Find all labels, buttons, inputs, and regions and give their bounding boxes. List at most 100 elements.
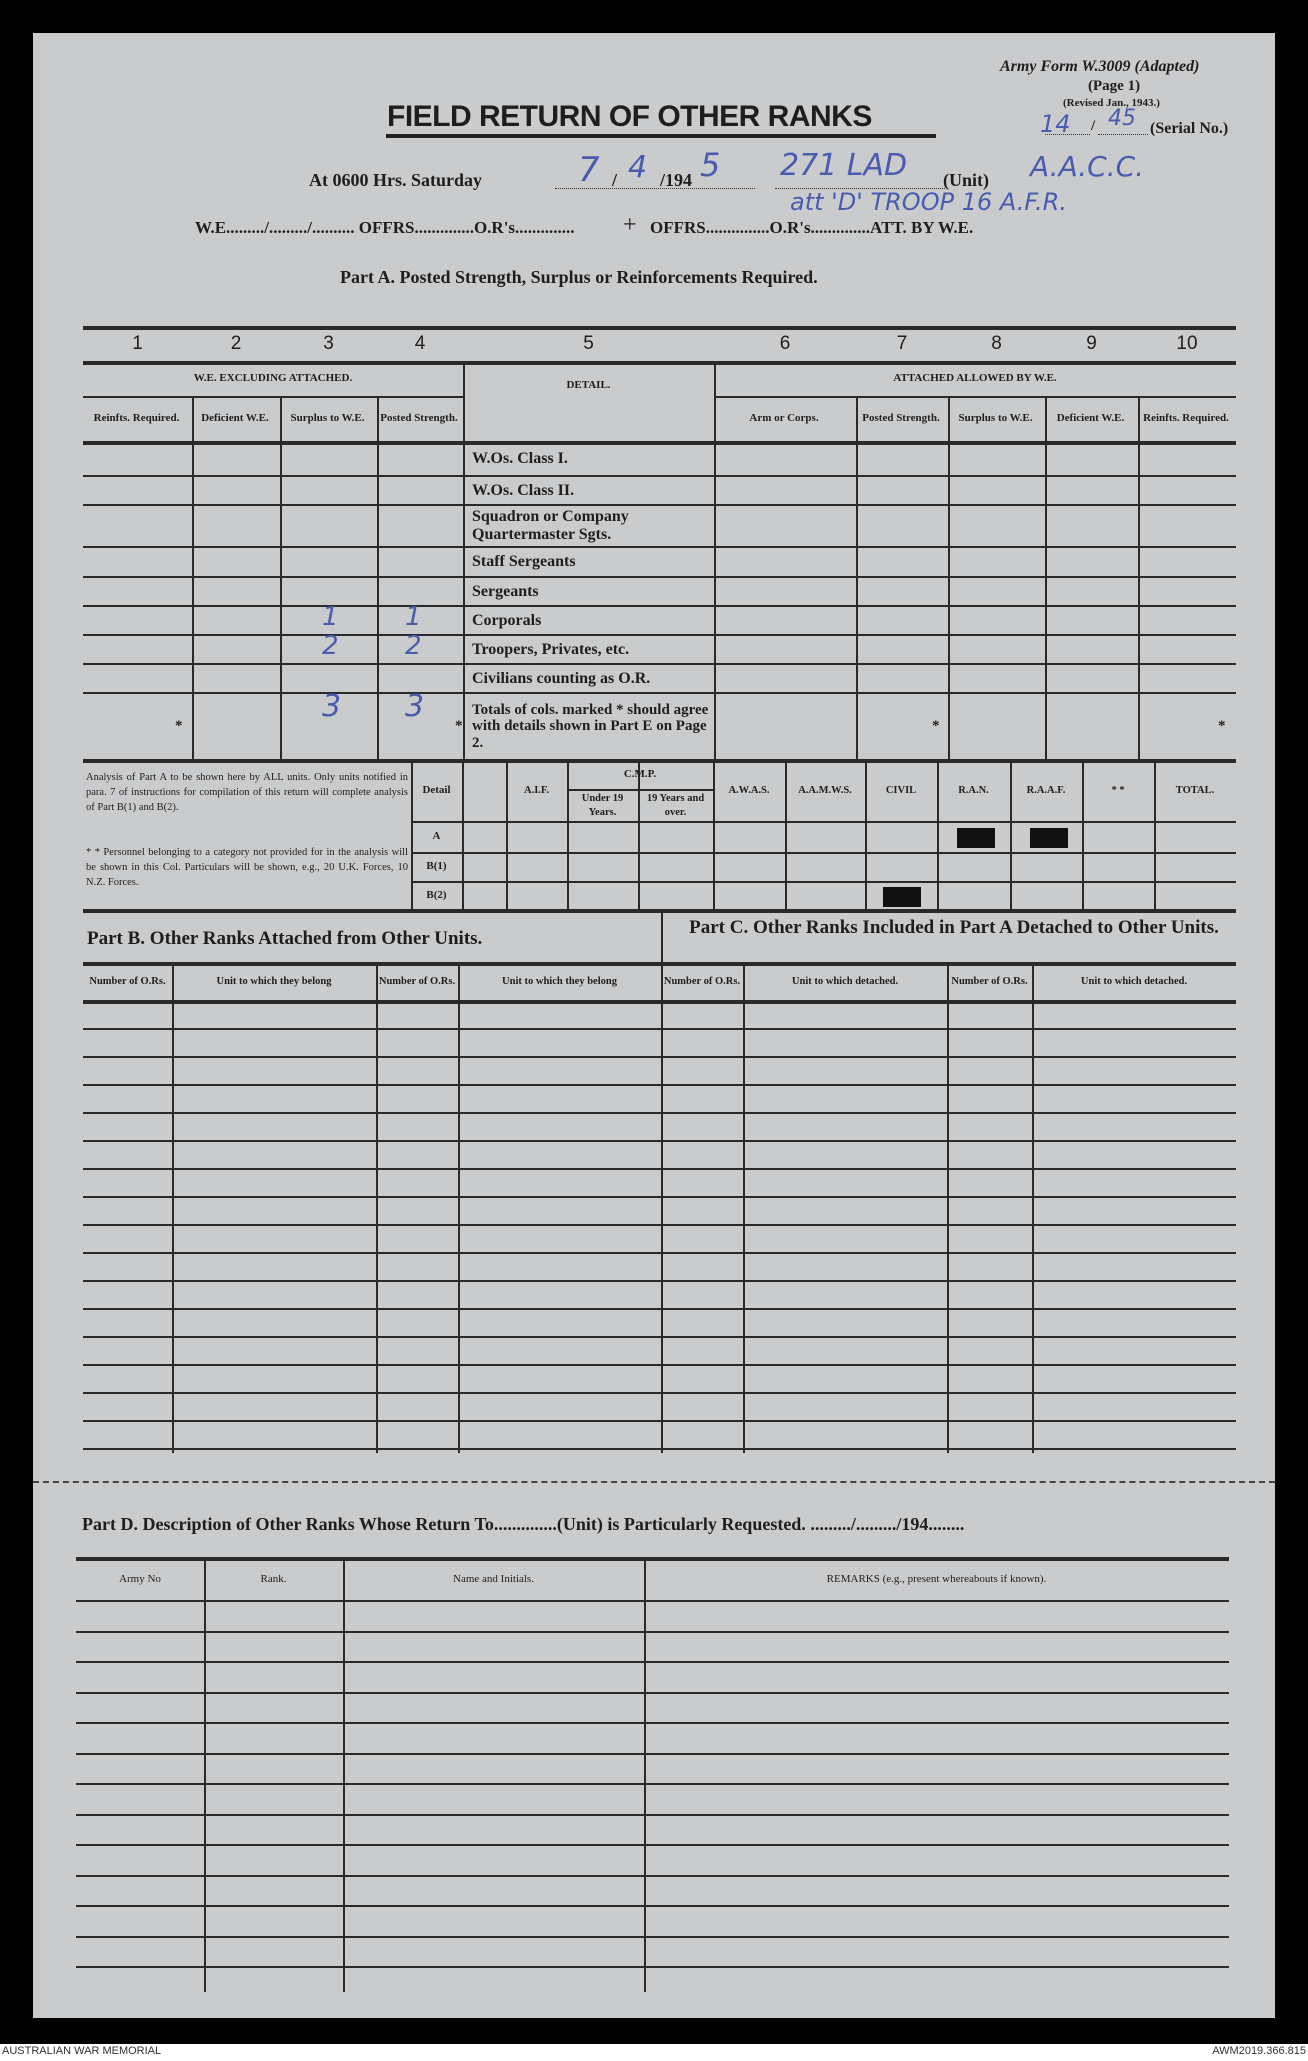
- rule: [76, 1661, 1229, 1663]
- surplus-value: 2: [322, 631, 339, 661]
- rule: [76, 1630, 1229, 1633]
- posted-value: 1: [405, 602, 422, 632]
- detail-label: Detail: [422, 783, 451, 796]
- analysis-column-header: A.A.M.W.S.: [798, 784, 852, 796]
- detail-text: Squadron or Company Quartermaster Sgts.: [472, 508, 629, 543]
- unit-value: 271 LAD: [780, 148, 908, 183]
- rule: [76, 1783, 1229, 1785]
- asterisk-marker: *: [455, 718, 463, 734]
- redaction: [1030, 828, 1068, 848]
- rule: [76, 1966, 1229, 1968]
- rule: [83, 546, 1236, 548]
- rule: [83, 1252, 1236, 1254]
- rule: [83, 1364, 1236, 1366]
- rule: [947, 964, 949, 1453]
- column-number: 5: [583, 333, 594, 355]
- at-label: At 0600 Hrs. Saturday: [309, 170, 483, 190]
- footer: AUSTRALIAN WAR MEMORIAL AWM2019.366.815: [0, 2044, 1308, 2061]
- page-title: FIELD RETURN OF OTHER RANKS: [387, 100, 872, 133]
- year-suffix: 5: [700, 146, 721, 184]
- rule: [411, 821, 1236, 823]
- column-header: Surplus to W.E.: [290, 411, 365, 424]
- detail-row-label: W.Os. Class II.: [472, 476, 710, 505]
- detail-text: Troopers, Privates, etc.: [472, 640, 630, 658]
- analysis-row-label: A: [432, 829, 441, 842]
- page-number: (Page 1): [1088, 78, 1141, 94]
- detail-row-label: Totals of cols. marked * should agree wi…: [472, 693, 710, 760]
- part-b-title: Part B. Other Ranks Attached from Other …: [87, 928, 483, 949]
- analysis-column-header: CIVIL: [885, 784, 917, 796]
- surplus-value: 3: [322, 689, 342, 724]
- part-c-column-header: Unit to which detached.: [1080, 976, 1188, 988]
- rule: [856, 396, 858, 760]
- detail-row-label: Sergeants: [472, 577, 710, 606]
- rule: [83, 576, 1236, 578]
- detail-row-label: Squadron or Company Quartermaster Sgts.: [472, 505, 710, 547]
- rule: [343, 1559, 345, 1992]
- detail-text: W.Os. Class II.: [472, 481, 575, 499]
- detail-text: Corporals: [472, 611, 542, 629]
- part-d-column-header: Army No: [119, 1572, 161, 1585]
- rule: [713, 760, 715, 910]
- asterisk-marker: *: [1218, 718, 1226, 734]
- rule: [83, 1056, 1236, 1058]
- we-line: W.E........./........./.......... OFFRS.…: [195, 218, 575, 237]
- rule: [83, 1336, 1236, 1338]
- rule: [76, 1600, 1229, 1602]
- rule: [567, 789, 713, 791]
- analysis-column-header: R.A.N.: [958, 784, 989, 796]
- analysis-column-header: A.W.A.S.: [728, 784, 770, 796]
- rule: [83, 1420, 1236, 1422]
- date-month: 4: [628, 150, 648, 185]
- asterisk-marker: *: [175, 718, 183, 734]
- analysis-row-label: B(1): [426, 859, 447, 872]
- rule: [1154, 760, 1156, 910]
- rule: [83, 1084, 1236, 1086]
- rule: [506, 760, 508, 910]
- unit-label: (Unit): [943, 170, 989, 190]
- detail-header: DETAIL.: [566, 379, 611, 392]
- rule: [280, 396, 282, 760]
- rule: [204, 1559, 206, 1992]
- column-number: 1: [132, 333, 143, 355]
- rule: [83, 1392, 1236, 1394]
- column-header: Arm or Corps.: [749, 411, 819, 424]
- column-number: 3: [323, 333, 334, 355]
- column-header: Reinfts. Required.: [1143, 411, 1229, 424]
- rule: [411, 881, 1236, 883]
- rule: [83, 605, 1236, 607]
- date-day: 7: [578, 150, 600, 190]
- part-b-column-header: Number of O.Rs.: [89, 976, 166, 988]
- rule: [865, 760, 867, 910]
- part-c-column-header: Unit to which detached.: [791, 976, 899, 988]
- rule: [83, 1112, 1236, 1114]
- serial-value-1: 14: [1040, 110, 1071, 138]
- rule: [743, 964, 745, 1453]
- part-b-column-header: Number of O.Rs.: [378, 976, 456, 988]
- detail-text: W.Os. Class I.: [472, 450, 568, 468]
- posted-value: 3: [405, 689, 425, 724]
- rule: [1032, 964, 1034, 1453]
- rule: [83, 1224, 1236, 1226]
- rule: [377, 396, 379, 760]
- rule: [83, 692, 1236, 694]
- part-d-column-header: REMARKS (e.g., present whereabouts if kn…: [826, 1572, 1047, 1585]
- detail-text: Staff Sergeants: [472, 553, 576, 571]
- rule: [638, 760, 640, 910]
- column-number: 2: [230, 333, 242, 355]
- rule: [76, 1557, 1229, 1561]
- plus-sign: +: [623, 212, 637, 238]
- rule: [1045, 396, 1047, 760]
- column-header: Posted Strength.: [862, 411, 940, 424]
- part-b-column-header: Unit to which they belong: [216, 976, 332, 988]
- footer-left: AUSTRALIAN WAR MEMORIAL: [2, 2045, 162, 2057]
- rule: [463, 361, 465, 760]
- analysis-column-header: [462, 760, 506, 821]
- analysis-column-header: A.I.F.: [524, 784, 549, 796]
- rule: [83, 475, 1236, 477]
- group-header-right: ATTACHED ALLOWED BY W.E.: [893, 371, 1057, 384]
- rule: [76, 1905, 1229, 1907]
- rule: [714, 361, 716, 760]
- rule: [83, 1028, 1236, 1030]
- analysis-column-header: R.A.A.F.: [1026, 784, 1066, 796]
